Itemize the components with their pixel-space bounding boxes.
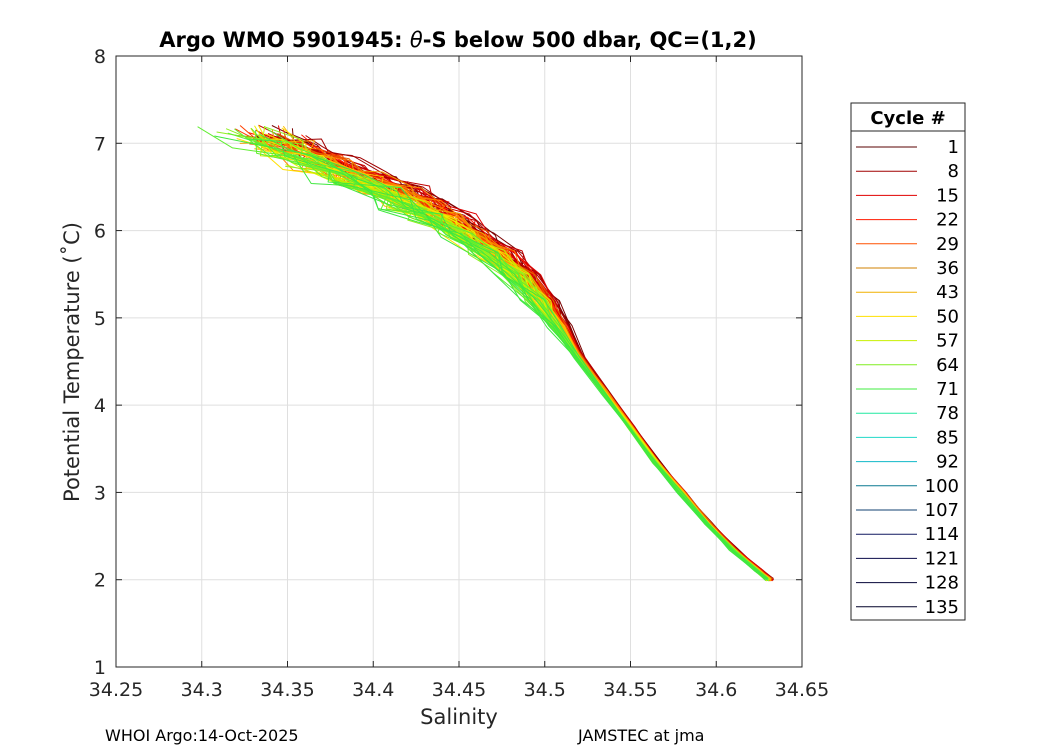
legend-label: 135 <box>925 597 959 618</box>
x-tick-label: 34.35 <box>260 679 314 701</box>
legend-label: 43 <box>936 282 959 303</box>
x-tick-labels: 34.25 34.3 34.35 34.4 34.45 34.5 34.55 34.6 34.6… <box>89 679 829 701</box>
footer-left: WHOI Argo:14-Oct-2025 <box>105 726 299 745</box>
y-tick-label: 6 <box>94 221 106 243</box>
axis-ticks <box>115 55 803 668</box>
legend-label: 36 <box>936 258 959 279</box>
legend-label: 78 <box>936 403 959 424</box>
legend: Cycle # 1 8 15 22 29 36 43 50 57 64 71 78 85 92 100 107… <box>850 102 966 621</box>
legend-title: Cycle # <box>870 108 945 129</box>
legend-label: 92 <box>936 452 959 473</box>
profile-line <box>259 133 768 579</box>
legend-label: 128 <box>925 573 959 594</box>
legend-label: 121 <box>925 548 959 569</box>
legend-label: 1 <box>948 137 959 158</box>
x-tick-label: 34.45 <box>432 679 486 701</box>
y-tick-label: 7 <box>94 133 106 155</box>
profile-line <box>327 168 768 581</box>
x-axis-label: Salinity <box>420 705 498 729</box>
y-axis-label: Potential Temperature (˚C) <box>60 222 84 502</box>
x-tick-label: 34.4 <box>352 679 394 701</box>
legend-label: 107 <box>925 500 959 521</box>
legend-label: 29 <box>936 234 959 255</box>
profile-line <box>246 138 767 581</box>
y-tick-label: 3 <box>94 482 106 504</box>
footer-right: JAMSTEC at jma <box>577 726 704 745</box>
y-tick-label: 5 <box>94 308 106 330</box>
legend-label: 22 <box>936 210 959 231</box>
x-tick-label: 34.6 <box>695 679 737 701</box>
legend-label: 57 <box>936 331 959 352</box>
legend-entries: 1 8 15 22 29 36 43 50 57 64 71 78 85 92 100 107 114 121 12… <box>856 137 959 618</box>
x-tick-label: 34.3 <box>181 679 223 701</box>
x-tick-label: 34.65 <box>775 679 829 701</box>
x-tick-label: 34.5 <box>524 679 566 701</box>
legend-label: 85 <box>936 427 959 448</box>
x-tick-label: 34.25 <box>89 679 143 701</box>
y-tick-label: 4 <box>94 395 106 417</box>
profile-line <box>214 135 768 580</box>
y-tick-label: 2 <box>94 570 106 592</box>
legend-label: 71 <box>936 379 959 400</box>
y-tick-label: 8 <box>94 46 106 68</box>
chart-title: Argo WMO 5901945: θ-S below 500 dbar, QC… <box>159 28 756 52</box>
legend-label: 50 <box>936 306 959 327</box>
profile-lines <box>197 124 774 582</box>
y-tick-labels: 1 2 3 4 5 6 7 8 <box>94 46 106 679</box>
legend-label: 100 <box>925 476 959 497</box>
legend-label: 114 <box>925 524 959 545</box>
legend-label: 8 <box>948 161 959 182</box>
y-tick-label: 1 <box>94 657 106 679</box>
profile-line <box>292 154 766 580</box>
x-tick-label: 34.55 <box>603 679 657 701</box>
legend-label: 15 <box>936 185 959 206</box>
legend-label: 64 <box>936 355 959 376</box>
